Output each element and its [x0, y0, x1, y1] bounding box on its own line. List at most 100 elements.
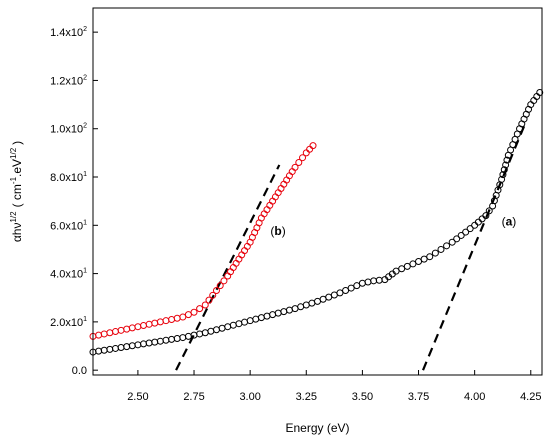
data-point — [527, 101, 535, 109]
data-point — [117, 326, 125, 334]
data-point — [100, 330, 108, 338]
data-point — [227, 268, 235, 276]
x-tick-label: 2.50 — [127, 391, 148, 403]
data-point — [409, 260, 417, 268]
data-point — [123, 325, 131, 333]
data-point — [212, 326, 220, 334]
y-axis-title-close: ) — [10, 141, 24, 145]
y-axis-title-mid: .eV — [10, 159, 24, 177]
data-point — [302, 149, 310, 157]
y-tick-labels: 0.02.0x1014.0x1016.0x1018.0x1011.0x1021.… — [50, 26, 87, 377]
data-point — [274, 309, 282, 317]
data-point — [269, 197, 277, 205]
data-point — [308, 299, 316, 307]
data-point — [336, 289, 344, 297]
annotation-b-open: ( — [270, 224, 274, 238]
data-point — [241, 318, 249, 326]
data-point — [257, 214, 265, 222]
data-point — [243, 242, 251, 250]
data-point — [398, 265, 406, 273]
data-point — [291, 163, 299, 171]
data-point — [499, 171, 507, 179]
data-point — [280, 308, 288, 316]
y-tick-label-exponent: 1 — [83, 268, 87, 275]
y-tick-label: 0.0 — [72, 365, 87, 377]
data-point — [466, 225, 474, 233]
data-point — [280, 180, 288, 188]
data-point — [252, 315, 260, 323]
data-point — [220, 277, 228, 285]
y-tick-label: 1.0x102 — [50, 123, 87, 136]
data-point — [285, 306, 293, 314]
data-point — [309, 142, 317, 150]
data-point — [474, 218, 482, 226]
data-point — [306, 145, 314, 153]
data-point — [207, 327, 215, 335]
data-point — [291, 305, 299, 313]
data-point — [485, 207, 493, 215]
data-point — [530, 97, 538, 105]
data-point — [134, 323, 142, 331]
data-point — [347, 284, 355, 292]
y-axis-title-unit-sup2: 1/2 — [9, 147, 18, 159]
data-point — [218, 324, 226, 332]
data-point — [106, 345, 114, 353]
y-tick-label-exponent: 2 — [83, 123, 87, 130]
y-axis-title: αhν1/2( cm-1.eV1/2) — [9, 141, 24, 242]
y-tick-label: 1.4x102 — [50, 26, 87, 39]
y-tick-label-base: 1.0x10 — [50, 124, 83, 136]
data-point — [302, 301, 310, 309]
data-point — [277, 184, 285, 192]
data-point — [246, 317, 254, 325]
data-point — [498, 175, 506, 183]
data-point — [162, 317, 170, 325]
data-point — [111, 344, 119, 352]
data-point — [224, 272, 232, 280]
x-tick-label: 4.25 — [520, 391, 541, 403]
data-point — [457, 231, 465, 239]
y-tick-label-base: 1.4x10 — [50, 27, 83, 39]
data-point — [353, 282, 361, 290]
annotation-b: (b) — [270, 224, 285, 238]
data-point — [224, 323, 232, 331]
x-tick-labels: 2.50 2.75 3.00 3.25 3.50 3.75 4.00 4.25 — [127, 391, 541, 403]
y-tick-label-base: 0.0 — [72, 365, 87, 377]
data-point — [314, 297, 321, 305]
x-axis-title: Energy (eV) — [285, 421, 349, 435]
data-point — [173, 314, 181, 322]
y-axis-title-open: ( cm — [10, 184, 24, 207]
data-point — [271, 193, 279, 201]
data-point — [274, 189, 282, 197]
x-tick-label: 3.50 — [352, 391, 373, 403]
annotation-a-open: ( — [502, 214, 506, 228]
y-axis-title-main: αhν — [10, 223, 24, 243]
data-point — [232, 259, 240, 267]
y-tick-label-base: 1.2x10 — [50, 75, 83, 87]
data-point — [288, 168, 296, 176]
data-point — [201, 329, 209, 337]
x-tick-label: 4.00 — [464, 391, 485, 403]
y-tick-label: 6.0x101 — [50, 219, 87, 232]
data-point — [117, 344, 125, 352]
data-point — [111, 328, 119, 336]
data-point — [201, 301, 209, 309]
data-point — [295, 159, 303, 167]
data-point — [190, 308, 198, 316]
data-point — [205, 296, 213, 304]
y-tick-label-base: 2.0x10 — [50, 317, 83, 329]
data-point — [358, 279, 366, 287]
y-tick-label: 2.0x101 — [50, 316, 87, 329]
data-point — [415, 258, 423, 266]
data-point — [478, 215, 486, 223]
data-point — [145, 339, 153, 347]
data-point — [426, 253, 434, 261]
data-point — [123, 343, 131, 351]
series-1 — [89, 142, 317, 340]
tick-marks — [93, 31, 532, 375]
data-point — [269, 311, 277, 319]
data-point — [482, 212, 490, 220]
data-point — [128, 342, 136, 350]
data-point — [151, 338, 159, 346]
data-point — [229, 264, 237, 272]
data-point — [536, 89, 544, 97]
